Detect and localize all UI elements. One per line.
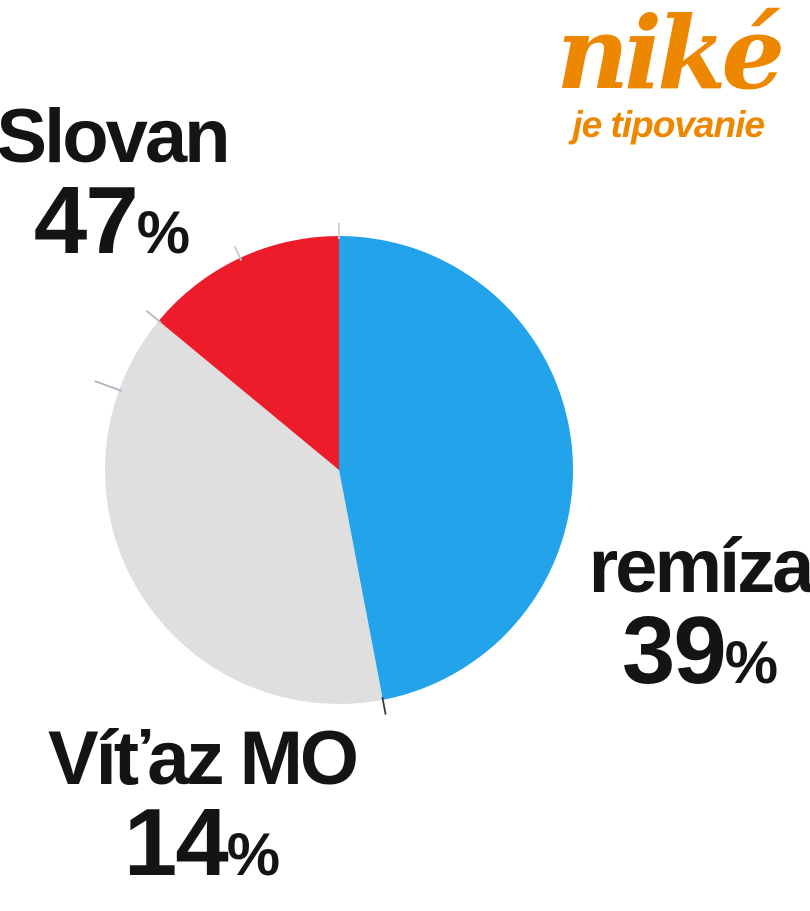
pie-slice-2 (158, 236, 339, 470)
percent-sign: % (226, 821, 281, 888)
nike-logo: niké je tipovanie (556, 0, 785, 145)
pie-tick-1 (381, 696, 387, 715)
slice-label-name: remíza (588, 524, 810, 609)
slice-label-slovan: Slovan 47% (0, 94, 231, 292)
slice-label-percent: 47% (0, 173, 228, 292)
percent-value: 14 (123, 789, 229, 896)
pie-tick-2 (94, 380, 123, 392)
slice-label-percent: 14% (48, 795, 356, 911)
slice-label-percent: 39% (589, 603, 810, 722)
pie-tick-4 (233, 245, 243, 262)
pie-slice-0 (339, 236, 574, 700)
slice-label-vitaz-mo: Víťaz MO 14% (47, 716, 359, 911)
pie-slice-1 (104, 320, 383, 705)
percent-value: 47 (33, 167, 139, 274)
nike-logo-tagline: je tipovanie (572, 104, 765, 145)
slice-label-name: Slovan (0, 94, 231, 179)
slice-label-remiza: remíza 39% (589, 528, 810, 722)
percent-value: 39 (621, 597, 727, 704)
percent-sign: % (136, 199, 191, 266)
nike-logo-wordmark: niké (556, 0, 785, 112)
slice-label-name: Víťaz MO (47, 716, 359, 801)
percent-sign: % (724, 629, 779, 696)
pie-tick-3 (145, 309, 162, 324)
